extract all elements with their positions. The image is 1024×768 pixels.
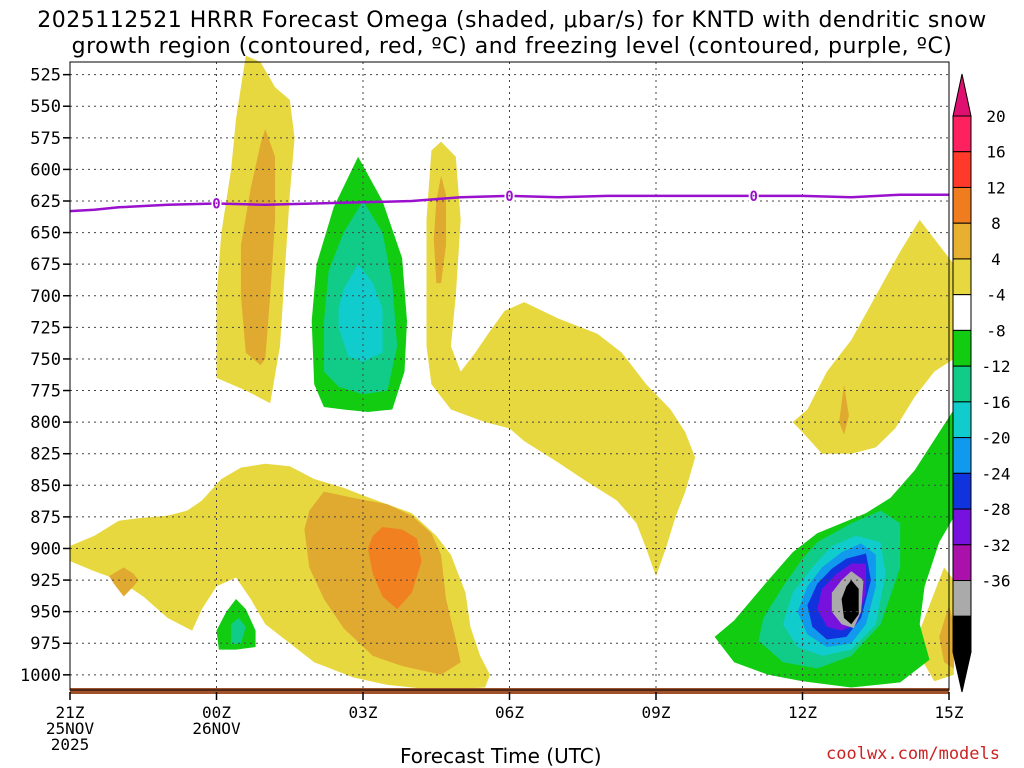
freezing-level-label-bg <box>211 196 222 210</box>
colorbar-label-13: -36 <box>982 572 1011 591</box>
colorbar-swatch-13 <box>952 580 972 617</box>
colorbar-swatch-14 <box>952 615 972 653</box>
y-tick-label-800: 800 <box>30 413 61 433</box>
colorbar-swatch-6 <box>952 329 972 367</box>
colorbar-label-3: 8 <box>991 214 1001 233</box>
y-tick-label-950: 950 <box>30 603 61 623</box>
x-tick-label-12: 09Z <box>642 703 671 722</box>
y-tick-label-775: 775 <box>30 382 61 402</box>
colorbar-bottom-arrow <box>952 651 972 693</box>
x-tick-label-15: 12Z <box>788 703 817 722</box>
y-tick-label-975: 975 <box>30 634 61 654</box>
plot-frame <box>69 61 950 691</box>
x-tick-label-18: 15Z <box>935 703 964 722</box>
chart-title-line-1: 2025112521 HRRR Forecast Omega (shaded, … <box>37 8 987 33</box>
colorbar-label-5: -4 <box>986 286 1005 305</box>
y-tick-label-700: 700 <box>30 287 61 307</box>
y-tick-label-600: 600 <box>30 160 61 180</box>
x-axis-ticks: 21Z 25NOV 2025 00Z 26NOV 03Z 06Z 09Z 12Z 15Z <box>46 692 964 754</box>
y-tick-label-575: 575 <box>30 129 61 149</box>
source-credit: coolwx.com/models <box>826 744 1000 764</box>
colorbar-label-8: -16 <box>982 393 1011 412</box>
colorbar-label-2: 12 <box>986 179 1005 198</box>
freezing-level-label: 0 <box>749 189 757 205</box>
colorbar-swatch-4 <box>952 258 972 296</box>
chart-title-line-2: growth region (contoured, red, ºC) and f… <box>71 34 953 59</box>
colorbar-swatch-1 <box>952 151 972 188</box>
omega-region-8-5 <box>839 384 849 435</box>
y-tick-label-550: 550 <box>30 97 61 117</box>
ground-surface-bar <box>70 688 949 694</box>
omega-region-4-2 <box>426 141 696 577</box>
colorbar-label-10: -24 <box>982 464 1011 483</box>
colorbar-label-9: -20 <box>982 429 1011 448</box>
colorbar-swatch-2 <box>952 186 972 224</box>
colorbar-label-12: -32 <box>982 536 1011 555</box>
colorbar-swatch-9 <box>952 437 972 474</box>
y-tick-label-875: 875 <box>30 508 61 528</box>
omega-region-neg16-19 <box>338 264 383 362</box>
y-tick-label-525: 525 <box>30 66 61 86</box>
omega-region-neg12-12 <box>231 618 246 645</box>
colorbar-swatch-12 <box>952 544 972 582</box>
colorbar-swatch-0 <box>952 115 972 153</box>
colorbar-label-6: -8 <box>986 321 1005 340</box>
y-tick-label-625: 625 <box>30 192 61 212</box>
omega-region-4-4 <box>792 219 954 454</box>
y-tick-label-900: 900 <box>30 539 61 559</box>
colorbar-swatch-10 <box>952 472 972 510</box>
freezing-level-label: 0 <box>505 189 513 205</box>
x-tick-label-9: 06Z <box>495 703 524 722</box>
y-tick-label-925: 925 <box>30 571 61 591</box>
omega-region-8-15 <box>939 605 954 669</box>
freezing-level-label-bg <box>504 188 515 202</box>
colorbar-swatch-5 <box>952 294 972 331</box>
shaded-omega-regions <box>70 55 954 690</box>
colorbar-label-11: -28 <box>982 500 1011 519</box>
colorbar-label-1: 16 <box>986 143 1005 162</box>
omega-region-8-1 <box>240 129 276 366</box>
plot-border <box>69 61 950 691</box>
colorbar-label-7: -12 <box>982 357 1011 376</box>
y-tick-label-850: 850 <box>30 476 61 496</box>
freezing-level-layer: 0 0 0 <box>69 188 949 213</box>
omega-region-8-9 <box>109 567 139 597</box>
colorbar-swatch-11 <box>952 508 972 546</box>
x-axis-label: Forecast Time (UTC) <box>400 744 602 768</box>
freezing-level-line <box>69 193 949 213</box>
colorbar-top-arrow <box>952 73 972 117</box>
colorbar-label-0: 20 <box>986 107 1005 126</box>
colorbar-swatch-8 <box>952 401 972 439</box>
colorbar-swatch-7 <box>952 365 972 403</box>
y-tick-label-650: 650 <box>30 224 61 244</box>
y-axis-ticks: 525 550 575 600 625 650 675 700 725 750 775 800 825 8… <box>20 66 70 686</box>
y-tick-label-675: 675 <box>30 255 61 275</box>
omega-region-neg36-27 <box>841 580 859 625</box>
y-tick-label-750: 750 <box>30 350 61 370</box>
omega-region-12-8 <box>367 527 422 610</box>
omega-region-8-3 <box>433 175 446 284</box>
colorbar-label-4: 4 <box>991 250 1001 269</box>
freezing-level-label: 0 <box>212 197 220 213</box>
y-tick-label-825: 825 <box>30 445 61 465</box>
y-tick-label-725: 725 <box>30 318 61 338</box>
freezing-level-label-bg <box>748 188 759 202</box>
colorbar-swatch-3 <box>952 222 972 260</box>
colorbar: 20 16 12 8 4 -4 -8 -12 -16 -20 -24 -28 -32 -36 <box>952 73 1011 693</box>
x-tick-label-6: 03Z <box>349 703 378 722</box>
x-tick-label-0: 21Z 25NOV 2025 <box>46 703 95 754</box>
y-tick-label-1000: 1000 <box>20 666 61 686</box>
x-tick-label-3: 00Z 26NOV <box>192 703 241 738</box>
